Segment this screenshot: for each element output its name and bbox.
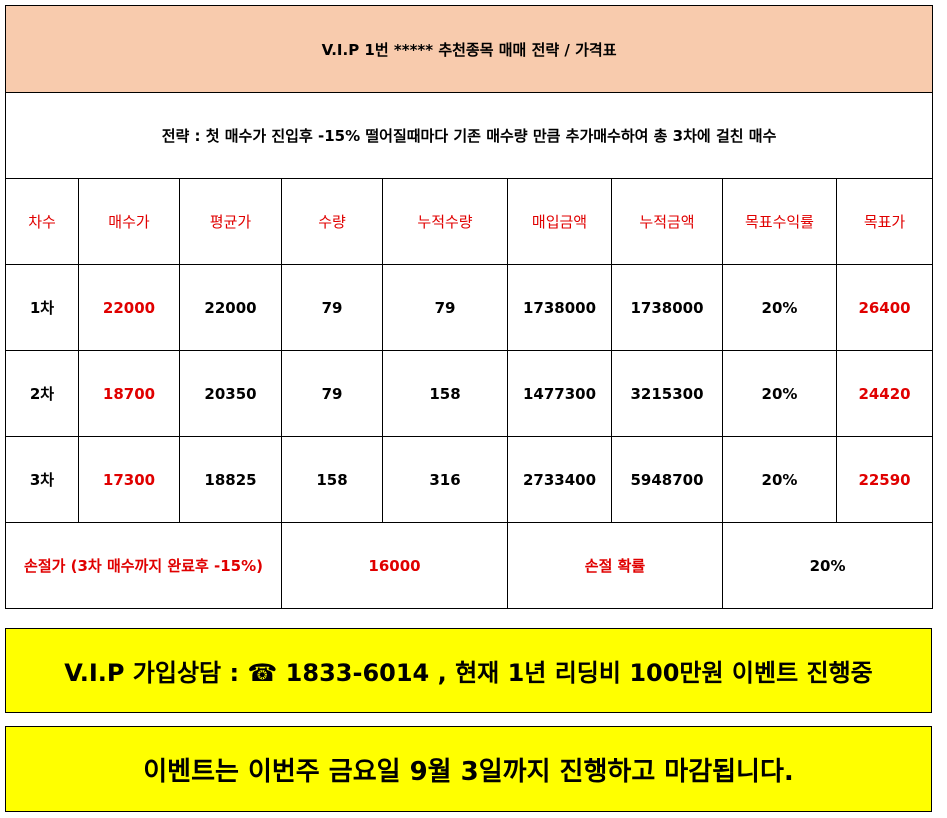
table-row: 3차 17300 18825 158 316 2733400 5948700 2…: [5, 436, 934, 523]
price-table: V.I.P 1번 ***** 추천종목 매매 전략 / 가격표 전략 : 첫 매…: [4, 5, 934, 609]
table-row: 2차 18700 20350 79 158 1477300 3215300 20…: [5, 350, 934, 437]
event-deadline-banner: 이벤트는 이번주 금요일 9월 3일까지 진행하고 마감됩니다.: [5, 726, 932, 812]
cell-buy-amount: 1477300: [507, 350, 612, 437]
cell-buy-price: 17300: [78, 436, 180, 523]
page-title: V.I.P 1번 ***** 추천종목 매매 전략 / 가격표: [4, 5, 934, 93]
cell-target-price: 24420: [835, 350, 934, 437]
cell-buy-price: 22000: [78, 264, 180, 351]
cell-target-return: 20%: [722, 436, 837, 523]
cell-target-price: 26400: [835, 264, 934, 351]
cell-avg-price: 22000: [179, 264, 282, 351]
cell-cum-quantity: 79: [382, 264, 508, 351]
cell-cum-quantity: 316: [382, 436, 508, 523]
table-row: 1차 22000 22000 79 79 1738000 1738000 20%…: [5, 264, 934, 351]
cell-buy-amount: 2733400: [507, 436, 612, 523]
cell-target-price: 22590: [835, 436, 934, 523]
cell-avg-price: 18825: [179, 436, 282, 523]
header-buy-price: 매수가: [78, 178, 180, 265]
stop-loss-prob-value: 20%: [721, 522, 934, 609]
cell-round: 3차: [5, 436, 79, 523]
cell-cum-quantity: 158: [382, 350, 508, 437]
table-header: 차수 매수가 평균가 수량 누적수량 매입금액 누적금액 목표수익률 목표가: [5, 178, 934, 265]
cell-target-return: 20%: [722, 264, 837, 351]
stop-loss-value: 16000: [281, 522, 508, 609]
cell-target-return: 20%: [722, 350, 837, 437]
cell-buy-amount: 1738000: [507, 264, 612, 351]
cell-quantity: 158: [281, 436, 383, 523]
header-cum-amount: 누적금액: [611, 178, 723, 265]
cell-avg-price: 20350: [179, 350, 282, 437]
cell-cum-amount: 1738000: [611, 264, 723, 351]
header-target-price: 목표가: [835, 178, 934, 265]
cell-round: 2차: [5, 350, 79, 437]
cell-round: 1차: [5, 264, 79, 351]
header-quantity: 수량: [281, 178, 383, 265]
vip-contact-banner: V.I.P 가입상담 : ☎ 1833-6014 , 현재 1년 리딩비 100…: [5, 628, 932, 713]
stop-loss-row: 손절가 (3차 매수까지 완료후 -15%) 16000 손절 확률 20%: [5, 522, 934, 609]
cell-cum-amount: 3215300: [611, 350, 723, 437]
header-buy-amount: 매입금액: [507, 178, 612, 265]
strategy-text: 전략 : 첫 매수가 진입후 -15% 떨어질때마다 기존 매수량 만큼 추가매…: [4, 92, 934, 179]
stop-loss-label: 손절가 (3차 매수까지 완료후 -15%): [5, 522, 282, 609]
cell-quantity: 79: [281, 264, 383, 351]
cell-quantity: 79: [281, 350, 383, 437]
header-cum-quantity: 누적수량: [382, 178, 508, 265]
header-target-return: 목표수익률: [722, 178, 837, 265]
header-round: 차수: [5, 178, 79, 265]
stop-loss-prob-label: 손절 확률: [507, 522, 723, 609]
cell-buy-price: 18700: [78, 350, 180, 437]
header-avg-price: 평균가: [179, 178, 282, 265]
cell-cum-amount: 5948700: [611, 436, 723, 523]
